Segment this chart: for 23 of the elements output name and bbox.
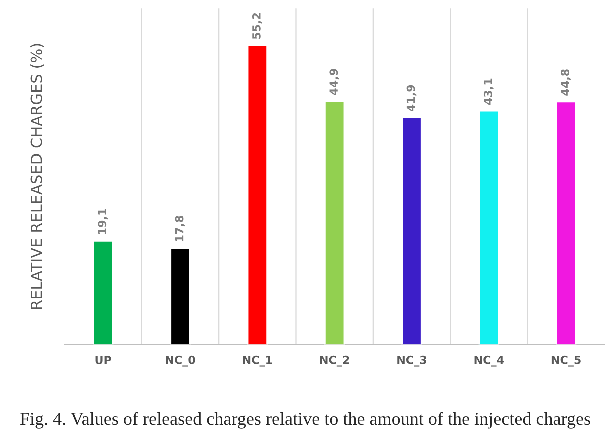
x-tick-label: NC_1 (243, 356, 272, 367)
data-label: 41,9 (406, 85, 417, 112)
data-label: 17,8 (175, 216, 186, 242)
x-tick-label: NC_5 (552, 356, 581, 367)
bar (402, 116, 422, 345)
data-label: 44,8 (561, 70, 571, 96)
bar (556, 101, 577, 345)
data-label: 43,1 (484, 78, 494, 106)
data-label: 19,1 (98, 209, 108, 234)
bar (478, 110, 500, 345)
caption: Fig. 4. Values of released charges relative to the amount of the injected charges (20, 412, 590, 429)
x-tick-label: NC_2 (320, 356, 350, 367)
x-tick-label: UP (96, 356, 112, 365)
data-label: 55,2 (252, 13, 262, 40)
bar (247, 44, 268, 345)
x-tick-label: NC_0 (166, 356, 196, 367)
bar (93, 240, 114, 345)
data-label: 44,9 (330, 69, 340, 96)
bar (324, 100, 346, 345)
bar (170, 248, 191, 345)
x-tick-label: NC_4 (474, 356, 504, 367)
x-tick-label: NC_3 (398, 356, 426, 367)
y-axis-title: RELATIVE RELEASED CHARGES (%) (30, 44, 44, 310)
